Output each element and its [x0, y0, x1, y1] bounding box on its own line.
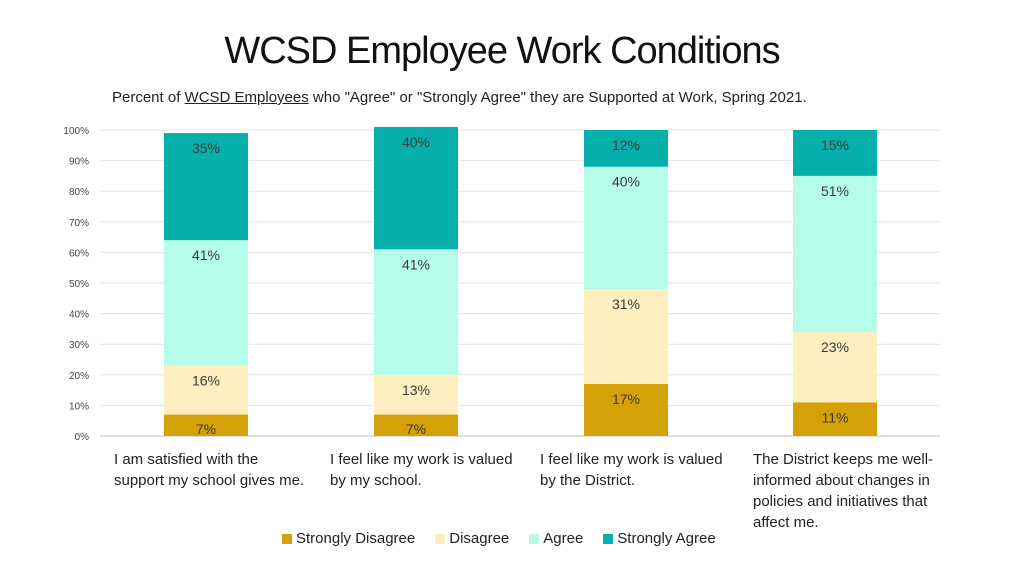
category-label-line: I feel like my work is valued — [540, 451, 723, 468]
data-label: 35% — [192, 140, 220, 156]
subtitle-prefix: Percent of — [112, 89, 185, 106]
y-tick-label: 20% — [69, 371, 89, 382]
bar-segment — [164, 414, 248, 436]
category-label-line: policies and initiatives that — [753, 493, 928, 510]
bar-segment — [164, 133, 248, 241]
y-tick-label: 70% — [69, 218, 89, 229]
bar-segment — [584, 289, 668, 384]
data-label: 7% — [406, 421, 426, 437]
y-tick-label: 50% — [69, 279, 89, 290]
y-tick-label: 10% — [69, 401, 89, 412]
y-tick-label: 30% — [69, 340, 89, 351]
y-axis-ticks: 0% 10% 20% 30% 40% 50% 60% 70% 80% 90% 100% — [63, 126, 89, 443]
bar-segment — [164, 365, 248, 415]
category-label: I am satisfied with the support my school… — [114, 449, 304, 491]
data-label: 23% — [821, 339, 849, 355]
y-tick-label: 60% — [69, 248, 89, 259]
category-label-line: by the District. — [540, 472, 636, 489]
category-label-line: informed about changes in — [753, 472, 930, 489]
legend-item: Strongly Disagree — [282, 530, 415, 547]
legend-item: Strongly Agree — [603, 530, 716, 547]
bar-segment — [584, 130, 668, 167]
chart-title: WCSD Employee Work Conditions — [224, 30, 780, 72]
legend-label: Strongly Disagree — [296, 530, 416, 547]
category-label-line: The District keeps me well- — [753, 451, 934, 468]
y-tick-label: 80% — [69, 187, 89, 198]
legend-swatch — [435, 533, 446, 544]
data-label: 7% — [196, 421, 216, 437]
category-label-line: support my school gives me. — [114, 472, 305, 489]
data-label: 40% — [402, 134, 430, 150]
legend-label: Agree — [543, 530, 584, 547]
bar-segment — [584, 166, 668, 290]
bar-segment — [374, 249, 458, 375]
category-label: I feel like my work is valued by my schoo… — [330, 449, 513, 491]
bar-segment — [793, 175, 877, 332]
legend: Strongly Disagree Disagree Agree Strongly A… — [282, 530, 736, 547]
legend-swatch — [603, 533, 614, 544]
bar-segment — [584, 383, 668, 436]
bar-layer — [164, 126, 877, 436]
bar-segment — [374, 374, 458, 415]
legend-item: Disagree — [435, 530, 509, 547]
data-label: 41% — [192, 247, 220, 263]
data-label: 15% — [821, 137, 849, 153]
data-label: 12% — [612, 137, 640, 153]
category-label-line: I am satisfied with the — [114, 451, 259, 468]
chart-subtitle: Percent of WCSD Employees who "Agree" or… — [112, 89, 807, 106]
y-tick-label: 0% — [75, 432, 90, 443]
data-label: 11% — [822, 409, 849, 425]
bar-segment — [793, 130, 877, 176]
legend-swatch — [529, 533, 540, 544]
legend-label: Strongly Agree — [617, 530, 716, 547]
y-tick-label: 100% — [63, 126, 89, 137]
data-label: 16% — [192, 373, 220, 389]
data-label-layer: 7% 16% 41% 35% 7% 13% 41% 40% 17% 31% 40% 12% 11% 23%… — [192, 134, 849, 437]
data-label: 51% — [821, 183, 849, 199]
data-label: 17% — [612, 391, 640, 407]
data-label: 40% — [612, 174, 640, 190]
data-label: 13% — [402, 382, 430, 398]
legend-label: Disagree — [449, 530, 510, 547]
legend-item: Agree — [529, 530, 583, 547]
category-label-line: affect me. — [753, 514, 819, 531]
category-label-line: by my school. — [330, 472, 422, 489]
bar-segment — [374, 414, 458, 436]
category-label-line: I feel like my work is valued — [330, 451, 513, 468]
bar-segment — [164, 240, 248, 366]
data-label: 31% — [612, 296, 640, 312]
y-tick-label: 40% — [69, 310, 89, 321]
bar-segment — [793, 331, 877, 403]
category-label: I feel like my work is valued by the Dist… — [540, 449, 723, 491]
y-tick-label: 90% — [69, 157, 89, 168]
category-label: The District keeps me well-informed abou… — [753, 449, 933, 533]
subtitle-underlined: WCSD Employees — [184, 89, 309, 106]
bar-segment — [793, 402, 877, 436]
data-label: 41% — [402, 256, 430, 272]
subtitle-suffix: who "Agree" or "Strongly Agree" they are… — [308, 89, 807, 106]
legend-swatch — [282, 533, 292, 544]
bar-segment — [374, 126, 458, 250]
